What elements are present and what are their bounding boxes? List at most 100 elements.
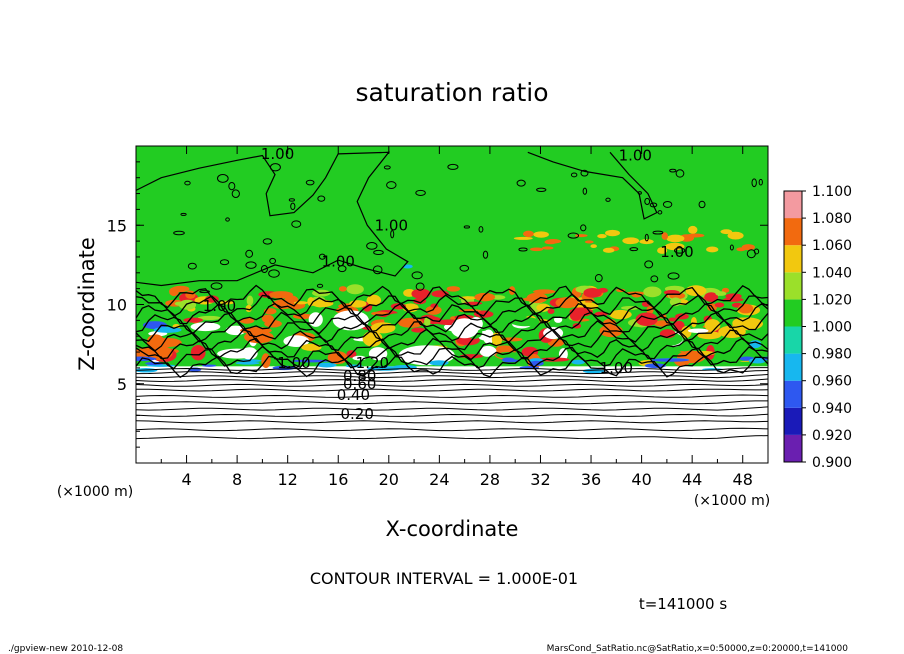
field-blob [533, 289, 556, 294]
contour-speckle [463, 225, 470, 229]
field-blob [715, 291, 727, 296]
contour-speckle [459, 264, 470, 272]
contour-speckle [580, 169, 589, 177]
colorbar-label: 1.000 [812, 320, 852, 336]
field-blob [706, 246, 719, 253]
contour-speckle [650, 275, 659, 283]
colorbar-band [784, 272, 802, 300]
x-tick-label: 4 [181, 470, 191, 489]
contour-label: 0.80 [343, 367, 376, 385]
contour-label: 0.40 [337, 386, 370, 404]
contour-line [136, 378, 768, 383]
contour-line [136, 394, 768, 398]
field-blob [190, 345, 206, 361]
colorbar-label: 1.040 [812, 265, 852, 281]
field-blob [178, 299, 197, 310]
contour-speckle [729, 244, 734, 251]
y-tick-label: 15 [107, 216, 127, 235]
contour-speckle [231, 189, 240, 198]
field-blue-strip [142, 321, 167, 330]
contour-speckle [216, 174, 229, 183]
contour-line [136, 374, 768, 379]
colorbar-label: 0.940 [812, 401, 852, 417]
contour-label: 1.00 [375, 216, 408, 234]
contour-speckle [570, 172, 578, 178]
contour-speckle [366, 242, 378, 250]
field-blob [530, 247, 544, 252]
contour-speckle [415, 282, 425, 291]
contour-line [136, 354, 768, 379]
contour-speckle [582, 187, 588, 195]
contour-line [136, 400, 768, 405]
field-blob [301, 343, 322, 351]
colorbar-band [784, 353, 802, 381]
x-tick-label: 16 [328, 470, 348, 489]
field-blob [346, 284, 364, 295]
x-tick-label: 20 [379, 470, 399, 489]
colorbar-label: 1.080 [812, 211, 852, 227]
contour-speckle [415, 189, 426, 196]
contour-line [136, 413, 768, 417]
contour-speckle [675, 169, 685, 178]
field-blob [269, 291, 294, 299]
field-blob [732, 317, 753, 329]
contour-speckle [657, 210, 663, 215]
contour-label: 1.00 [277, 354, 310, 372]
contour-speckle [746, 249, 756, 259]
footer-right: MarsCond_SatRatio.nc@SatRatio,x=0:50000,… [547, 644, 849, 654]
field-blob [536, 303, 551, 312]
contour-line [136, 302, 768, 326]
colorbar-band [784, 245, 802, 273]
field-blob [150, 337, 182, 348]
field-blob [411, 288, 431, 299]
colorbar-band [784, 407, 802, 435]
field-blob [602, 247, 615, 253]
chart-title: saturation ratio [355, 78, 548, 107]
contour-line [136, 388, 768, 392]
colorbar-label: 0.920 [812, 428, 852, 444]
field-blob [446, 286, 461, 292]
field-blob [510, 317, 540, 327]
contour-speckle [337, 265, 347, 273]
contour-labels: 1.00 1.00 1.00 1.00 1.00 1.00 1.00 1.00 1.200.80… [203, 145, 694, 423]
field-blob [424, 316, 431, 327]
contour-line-1.00 [136, 151, 409, 287]
contour-label: 0.20 [340, 405, 373, 423]
contour-interval-text: CONTOUR INTERVAL = 1.000E-01 [310, 569, 578, 588]
y-axis: 5 10 15 [107, 161, 768, 448]
field-blob [479, 345, 497, 357]
contour-speckle [536, 187, 547, 192]
contour-line [136, 319, 768, 343]
field-blob [533, 231, 549, 238]
contour-label: 1.00 [660, 243, 693, 261]
contour-speckle [187, 262, 197, 270]
field-blob [544, 239, 557, 245]
x-tick-label: 44 [682, 470, 702, 489]
field-blob [690, 317, 697, 328]
x-tick-label: 12 [278, 470, 298, 489]
field-blob [185, 290, 196, 299]
field-blob [685, 285, 707, 297]
field-blob [609, 309, 632, 320]
contour-label: 1.00 [619, 147, 652, 165]
contour-speckle [173, 230, 185, 236]
x-tick-label: 32 [530, 470, 550, 489]
field-blob [522, 230, 535, 238]
contour-speckle [644, 260, 654, 269]
contour-speckle [669, 168, 677, 173]
x-tick-label: 40 [631, 470, 651, 489]
contour-line [136, 293, 768, 318]
field-blob [639, 239, 654, 245]
contour-label: 1.00 [261, 145, 294, 163]
field-blob [413, 297, 427, 305]
contour-speckle [390, 230, 395, 239]
colorbar-band [784, 434, 802, 462]
field-blob [261, 314, 274, 323]
contour-line [136, 345, 768, 370]
field-blob [643, 286, 662, 298]
contour-speckle [447, 163, 459, 170]
colorbar-band [784, 218, 802, 246]
contour-speckle [180, 212, 187, 216]
field-blob [245, 304, 252, 313]
